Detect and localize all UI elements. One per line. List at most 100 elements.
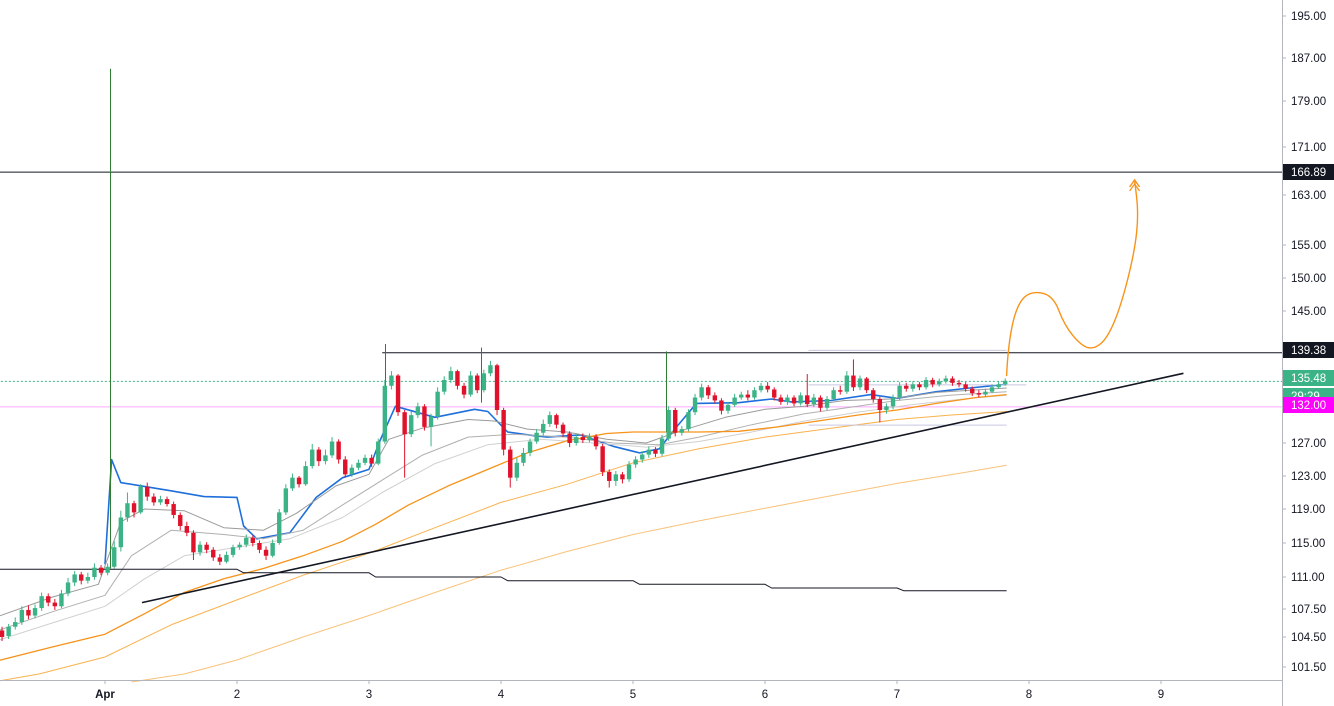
candle-body: [640, 454, 645, 460]
candle: [580, 433, 586, 443]
candle: [950, 376, 955, 386]
candle-body: [79, 574, 84, 581]
candle: [996, 381, 1001, 389]
candle: [910, 381, 916, 392]
candle-body: [666, 410, 671, 439]
candle-body: [118, 517, 124, 548]
candle: [554, 413, 559, 429]
candle-body: [758, 385, 764, 391]
candle: [237, 542, 242, 550]
candle: [653, 447, 658, 458]
candle-body: [323, 455, 328, 462]
candle: [963, 382, 968, 392]
candle-body: [956, 382, 962, 385]
candle: [184, 521, 190, 537]
candle: [296, 476, 302, 488]
candle: [428, 413, 434, 447]
ma-line-2: [0, 391, 1007, 631]
projection-path[interactable]: [1005, 178, 1141, 377]
candle-body: [857, 378, 863, 388]
candle-body: [778, 397, 784, 402]
candle-body: [59, 593, 64, 607]
y-tick-label: 150.00: [1291, 273, 1326, 285]
candle-body: [818, 397, 823, 408]
candle: [481, 369, 487, 393]
candle: [277, 509, 282, 545]
candle: [831, 387, 836, 402]
candle-body: [145, 486, 150, 497]
support-trendline[interactable]: [141, 372, 1184, 604]
candle: [19, 606, 25, 625]
candle: [6, 623, 11, 639]
y-tick-label: 187.00: [1291, 53, 1326, 65]
candle-body: [970, 388, 975, 394]
candle: [349, 464, 355, 477]
candle-body: [488, 365, 493, 374]
candle: [112, 541, 117, 569]
candle: [765, 382, 770, 393]
candle-body: [191, 532, 196, 553]
candle: [151, 493, 157, 506]
trendline[interactable]: [141, 372, 1184, 604]
price-badge-0: 166.89: [1283, 164, 1334, 180]
time-axis[interactable]: Apr 2 3 4 5 6 7 8 9: [95, 680, 1164, 701]
candle-body: [514, 462, 520, 478]
candle: [732, 393, 737, 408]
candle-body: [85, 577, 91, 581]
candle-body: [983, 391, 988, 395]
price-badge-1: 139.38: [1283, 342, 1334, 358]
candle: [567, 431, 572, 448]
candle: [461, 382, 467, 399]
candle: [72, 571, 77, 587]
candle: [508, 446, 513, 488]
candle: [395, 374, 401, 416]
candle-body: [316, 449, 322, 462]
candle-body: [184, 526, 190, 533]
projection-curve[interactable]: [1005, 179, 1139, 377]
candle: [435, 387, 440, 420]
candle: [389, 371, 394, 390]
candle-body: [39, 596, 44, 609]
candle-body: [461, 385, 467, 395]
candle: [937, 378, 942, 387]
candle: [686, 409, 691, 432]
candle-body: [369, 457, 374, 464]
price-badge-4: 132.00: [1283, 397, 1334, 413]
price-badge-bg: [1283, 370, 1334, 386]
candle-body: [706, 387, 711, 396]
candle: [138, 484, 143, 515]
x-tick-label: 2: [234, 689, 240, 701]
price-badge-bg: [1283, 397, 1334, 413]
candle: [772, 387, 777, 401]
candle-body: [871, 390, 876, 399]
candle-body: [593, 436, 599, 447]
candle-body: [217, 557, 223, 562]
candle: [376, 438, 381, 466]
candle-body: [587, 436, 592, 441]
y-tick-label: 115.00: [1291, 538, 1325, 550]
candle-body: [277, 512, 282, 543]
candle: [514, 457, 520, 481]
candle: [13, 617, 18, 630]
candle-body: [937, 381, 942, 385]
candle-body: [13, 622, 18, 627]
candle-body: [560, 424, 566, 434]
candle-body: [739, 394, 744, 398]
x-tick-label: 7: [894, 689, 900, 701]
candle-body: [554, 415, 559, 425]
candle: [818, 395, 823, 412]
candle: [204, 542, 209, 554]
candle-body: [481, 373, 487, 391]
candle: [1003, 378, 1008, 386]
candlesticks: [0, 359, 1008, 641]
candle: [646, 446, 652, 458]
candle: [970, 386, 975, 397]
candle-body: [468, 375, 473, 395]
candle: [409, 411, 414, 438]
price-axis[interactable]: 195.00 187.00 179.00 171.00 163.00 155.00 150.…: [1282, 11, 1326, 674]
candle-body: [65, 582, 71, 594]
candle-body: [607, 471, 612, 481]
candle-body: [72, 574, 77, 583]
